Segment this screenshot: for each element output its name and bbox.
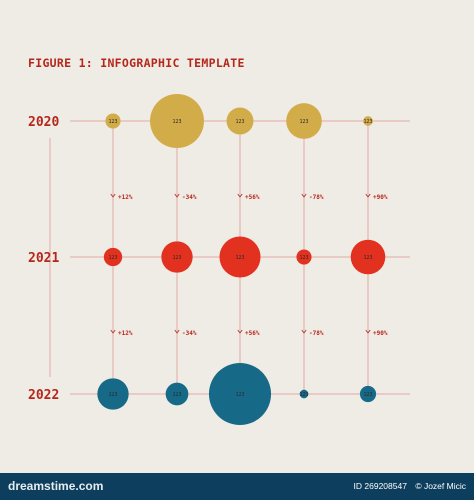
bubble-2021-2 xyxy=(161,241,193,273)
change-label: +12% xyxy=(118,194,133,201)
bubble-value-label: 123 xyxy=(172,255,181,261)
year-label-2022: 2022 xyxy=(28,388,59,403)
change-label: +90% xyxy=(373,330,388,337)
bubble-value-label: 123 xyxy=(299,119,308,125)
bubble-2020-2 xyxy=(150,94,204,148)
change-arrow-icon xyxy=(301,193,307,198)
year-label-2021: 2021 xyxy=(28,251,59,266)
change-label: -78% xyxy=(309,194,324,201)
infographic-canvas: FIGURE 1: INFOGRAPHIC TEMPLATE 2020 2021 2… xyxy=(28,56,410,426)
bubble-2020-5 xyxy=(363,116,373,126)
change-arrow-icon xyxy=(365,193,371,198)
bubble-2021-1 xyxy=(103,247,123,267)
bubble-2022-4 xyxy=(299,389,309,399)
change-arrow-icon xyxy=(365,329,371,334)
bubble-value-label: 123 xyxy=(235,392,244,398)
bubble-value-label: 123 xyxy=(108,392,117,398)
bubble-value-label: 123 xyxy=(108,255,117,261)
bubble-value-label: 123 xyxy=(363,119,372,125)
footer-meta: ID 269208547 © Jozef Micic xyxy=(348,481,466,491)
bubble-2020-1 xyxy=(105,113,121,129)
bubble-value-label: 123 xyxy=(299,255,308,261)
bubble-value-label: 123 xyxy=(299,392,308,398)
change-label: -34% xyxy=(182,194,197,201)
bubble-value-label: 123 xyxy=(235,119,244,125)
bubble-2021-3 xyxy=(219,236,261,278)
image-id: ID 269208547 xyxy=(353,481,407,491)
change-arrow-icon xyxy=(237,329,243,334)
bubble-value-label: 123 xyxy=(172,119,181,125)
change-label: +90% xyxy=(373,194,388,201)
bubble-2022-3 xyxy=(208,362,272,426)
bubble-2021-5 xyxy=(350,239,386,275)
change-label: +56% xyxy=(245,194,260,201)
change-label: -78% xyxy=(309,330,324,337)
bubble-2022-5 xyxy=(359,385,377,403)
bubble-2022-2 xyxy=(165,382,189,406)
year-label-2020: 2020 xyxy=(28,115,59,130)
change-label: -34% xyxy=(182,330,197,337)
change-arrow-icon xyxy=(174,329,180,334)
bubble-2021-4 xyxy=(296,249,312,265)
footer-brand: dreamstime.com xyxy=(8,479,104,493)
footer-bar: dreamstime.com ID 269208547 © Jozef Mici… xyxy=(0,473,474,500)
change-label: +56% xyxy=(245,330,260,337)
bubble-value-label: 123 xyxy=(108,119,117,125)
bubble-value-label: 123 xyxy=(363,392,372,398)
change-arrow-icon xyxy=(110,329,116,334)
change-arrow-icon xyxy=(237,193,243,198)
bubble-2020-4 xyxy=(286,103,322,139)
bubble-2020-3 xyxy=(226,107,254,135)
author-credit: © Jozef Micic xyxy=(415,481,466,491)
bubble-value-label: 123 xyxy=(363,255,372,261)
bubble-value-label: 123 xyxy=(235,255,244,261)
bubble-value-label: 123 xyxy=(172,392,181,398)
change-arrow-icon xyxy=(110,193,116,198)
bubble-grid: 2020 2021 2022 +12% -34% +56% -78% +90% +12% -34%… xyxy=(28,94,410,426)
bubble-2022-1 xyxy=(97,378,129,410)
change-arrow-icon xyxy=(301,329,307,334)
change-label: +12% xyxy=(118,330,133,337)
change-arrow-icon xyxy=(174,193,180,198)
figure-title: FIGURE 1: INFOGRAPHIC TEMPLATE xyxy=(28,56,245,70)
